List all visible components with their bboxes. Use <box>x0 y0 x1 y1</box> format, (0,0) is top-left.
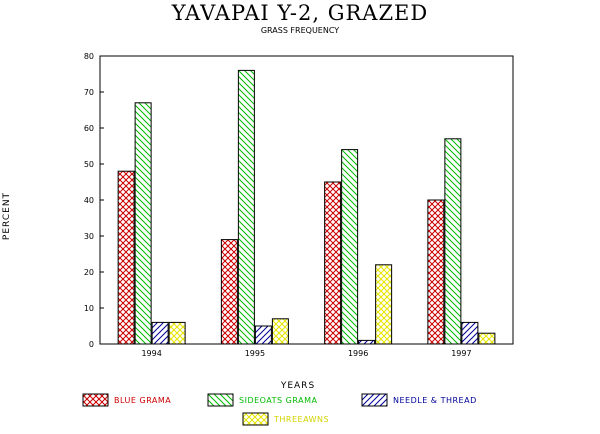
bar-blue-grama-1997 <box>427 199 445 345</box>
bar-blue-grama-1996 <box>324 181 342 345</box>
legend-swatch-blue-grama <box>82 393 109 407</box>
x-axis: 1994 1995 1996 1997 <box>141 340 472 358</box>
y-tick-label: 70 <box>84 88 94 97</box>
bar-blue-grama-1994 <box>117 170 135 345</box>
legend-swatch-sideoats-grama <box>207 393 234 407</box>
bar-blue-grama-1995 <box>220 239 238 345</box>
legend: BLUE GRAMA SIDEOATS GRAMA NEEDLE & THREAD T… <box>82 393 477 426</box>
y-axis: 0 10 20 30 40 50 60 70 80 <box>84 52 104 349</box>
legend-label-blue-grama: BLUE GRAMA <box>114 396 171 405</box>
y-tick-label: 40 <box>84 196 94 205</box>
legend-swatch-needle-thread <box>361 393 388 407</box>
x-tick-label: 1996 <box>348 349 368 358</box>
chart-subtitle: GRASS FREQUENCY <box>261 26 339 35</box>
y-tick-label: 50 <box>84 160 94 169</box>
legend-label-sideoats-grama: SIDEOATS GRAMA <box>239 396 317 405</box>
bar-sideoats-grama-1996 <box>341 149 359 345</box>
bar-threeawns-1994 <box>168 321 186 345</box>
chart-title: YAVAPAI Y-2, GRAZED <box>171 1 428 25</box>
legend-swatch-threeawns <box>242 412 269 426</box>
bar-needle-thread-1994 <box>151 321 169 345</box>
bar-sideoats-grama-1997 <box>444 138 462 345</box>
y-tick-label: 60 <box>84 124 94 133</box>
bar-threeawns-1996 <box>375 264 393 345</box>
bar-needle-thread-1995 <box>254 325 272 345</box>
x-tick-label: 1995 <box>245 349 265 358</box>
y-tick-label: 10 <box>84 304 94 313</box>
bars <box>117 69 496 345</box>
y-tick-label: 20 <box>84 268 94 277</box>
y-tick-label: 30 <box>84 232 94 241</box>
x-tick-label: 1997 <box>451 349 471 358</box>
bar-sideoats-grama-1994 <box>134 102 152 345</box>
x-axis-label: YEARS <box>280 381 315 391</box>
y-axis-label: PERCENT <box>2 192 12 240</box>
legend-label-needle-thread: NEEDLE & THREAD <box>393 396 477 405</box>
bar-needle-thread-1996 <box>358 339 376 345</box>
bar-sideoats-grama-1995 <box>237 69 255 345</box>
y-tick-label: 80 <box>84 52 94 61</box>
y-tick-label: 0 <box>89 340 94 349</box>
bar-threeawns-1997 <box>478 332 496 345</box>
bar-threeawns-1995 <box>271 318 289 345</box>
legend-label-threeawns: THREEAWNS <box>273 415 329 424</box>
bar-needle-thread-1997 <box>461 321 479 345</box>
x-tick-label: 1994 <box>141 349 161 358</box>
